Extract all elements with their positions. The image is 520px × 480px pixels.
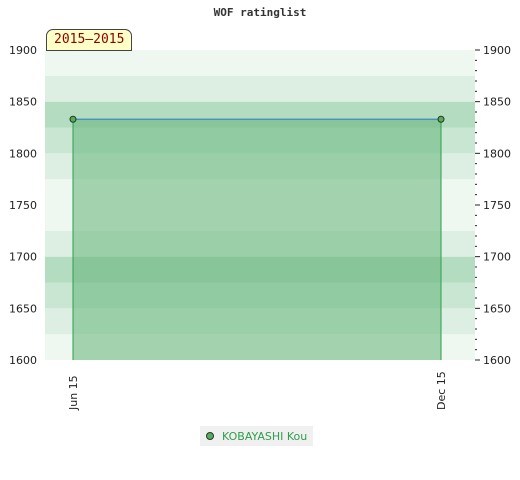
y-tick-label-left: 1850	[9, 96, 37, 109]
x-tick-label: Dec 15	[435, 371, 448, 410]
chart-title: WOF ratinglist	[213, 6, 307, 19]
legend-marker-icon	[206, 432, 214, 440]
data-point	[69, 115, 77, 123]
data-point	[437, 115, 445, 123]
y-tick-label-right: 1800	[483, 147, 511, 160]
period-badge: 2015–2015	[46, 29, 133, 51]
y-tick-label-left: 1650	[9, 302, 37, 315]
y-tick-label-right: 1850	[483, 96, 511, 109]
y-tick-label-right: 1900	[483, 44, 511, 57]
x-tick-label: Jun 15	[67, 375, 80, 411]
y-tick-label-left: 1700	[9, 251, 37, 264]
y-tick-label-left: 1800	[9, 147, 37, 160]
y-tick-label-right: 1700	[483, 251, 511, 264]
legend-series-label: KOBAYASHI Kou	[222, 429, 308, 443]
legend[interactable]: KOBAYASHI Kou	[200, 426, 314, 446]
y-tick-label-right: 1650	[483, 302, 511, 315]
series-area	[73, 119, 441, 360]
y-tick-label-right: 1600	[483, 354, 511, 367]
y-tick-label-left: 1750	[9, 199, 37, 212]
y-tick-label-left: 1900	[9, 44, 37, 57]
grid-band	[45, 75, 475, 102]
grid-band	[45, 50, 475, 76]
y-tick-label-right: 1750	[483, 199, 511, 212]
y-tick-label-left: 1600	[9, 354, 37, 367]
